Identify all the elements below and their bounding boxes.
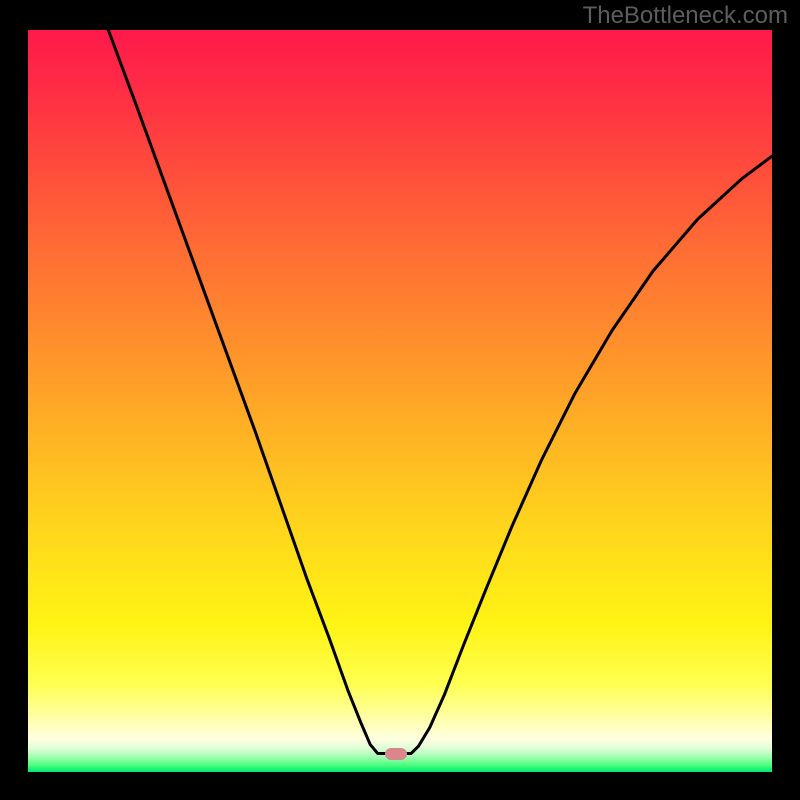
watermark-text: TheBottleneck.com xyxy=(583,2,788,30)
bottleneck-curve xyxy=(28,30,772,772)
chart-plot-area xyxy=(28,30,772,772)
optimal-point-marker xyxy=(385,748,407,760)
